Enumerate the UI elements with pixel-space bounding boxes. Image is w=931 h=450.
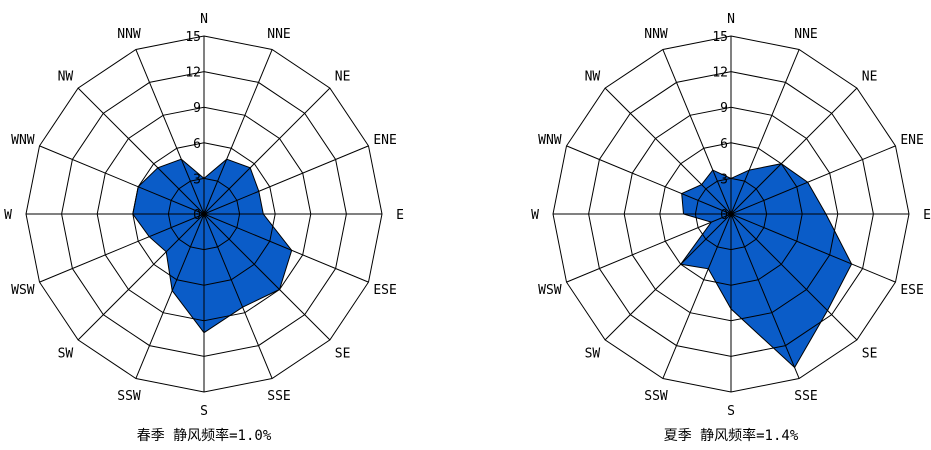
tick-label: 15 (185, 30, 201, 45)
tick-label: 6 (193, 137, 201, 152)
data-polygon (132, 158, 293, 334)
spoke-SSE (730, 213, 800, 379)
direction-label: SE (335, 347, 351, 362)
direction-label: NNE (267, 27, 290, 42)
spoke-SE (203, 213, 331, 341)
tick-label: 0 (193, 208, 201, 223)
direction-label: NNW (117, 27, 141, 42)
tick-label: 12 (712, 66, 728, 81)
direction-label: E (923, 208, 931, 223)
wind-rose-1: N NNE NE ENE E ESE SE SSE S SSW SW WSW W WNW NW NNW 0 3 6 9… (4, 12, 404, 444)
spoke-ENE (203, 145, 369, 215)
spoke-NNE (730, 49, 800, 215)
spoke-SSW (662, 213, 732, 379)
direction-label: WNW (538, 133, 562, 148)
direction-label: S (200, 404, 208, 419)
direction-label: NNE (794, 27, 817, 42)
spoke-NE (730, 87, 858, 215)
direction-label: S (727, 404, 735, 419)
tick-label: 6 (720, 137, 728, 152)
spoke-NW (604, 87, 732, 215)
direction-label: WNW (11, 133, 35, 148)
wind-rose-2: N NNE NE ENE E ESE SE SSE S SSW SW WSW W WNW NW NNW 0 3 6 9… (531, 12, 931, 444)
direction-label: NNW (644, 27, 668, 42)
direction-label: SSE (794, 389, 817, 404)
spoke-SW (77, 213, 205, 341)
tick-label: 12 (185, 66, 201, 81)
direction-label: SSW (644, 389, 668, 404)
direction-label: W (4, 208, 12, 223)
direction-label: N (200, 12, 208, 27)
direction-label: WSW (11, 283, 35, 298)
tick-label: 0 (720, 208, 728, 223)
spoke-NNW (135, 49, 205, 215)
direction-label: SW (58, 347, 74, 362)
spoke-SSE (203, 213, 273, 379)
spoke-SSW (135, 213, 205, 379)
direction-label: NE (335, 69, 351, 84)
direction-label: NW (585, 69, 601, 84)
tick-label: 3 (193, 172, 201, 187)
spoke-NW (77, 87, 205, 215)
direction-label: ESE (373, 283, 396, 298)
tick-label: 9 (720, 101, 728, 116)
chart-caption: 春季 静风频率=1.0% (137, 427, 272, 444)
tick-label: 9 (193, 101, 201, 116)
direction-label: ESE (900, 283, 923, 298)
spoke-SE (730, 213, 858, 341)
tick-label: 3 (720, 172, 728, 187)
direction-label: ENE (900, 133, 923, 148)
direction-label: WSW (538, 283, 562, 298)
spoke-NNE (203, 49, 273, 215)
spoke-NNW (662, 49, 732, 215)
spoke-SW (604, 213, 732, 341)
data-polygon (679, 163, 853, 369)
chart-caption: 夏季 静风频率=1.4% (664, 427, 799, 444)
direction-label: SE (862, 347, 878, 362)
spoke-WNW (566, 145, 732, 215)
spoke-ESE (730, 213, 896, 283)
spoke-NE (203, 87, 331, 215)
spoke-ENE (730, 145, 896, 215)
direction-label: NE (862, 69, 878, 84)
spoke-ESE (203, 213, 369, 283)
direction-label: W (531, 208, 539, 223)
direction-label: N (727, 12, 735, 27)
direction-label: NW (58, 69, 74, 84)
spoke-WSW (39, 213, 205, 283)
direction-label: SW (585, 347, 601, 362)
spoke-WSW (566, 213, 732, 283)
direction-label: SSW (117, 389, 141, 404)
direction-label: ENE (373, 133, 396, 148)
direction-label: SSE (267, 389, 290, 404)
spoke-WNW (39, 145, 205, 215)
tick-label: 15 (712, 30, 728, 45)
direction-label: E (396, 208, 404, 223)
